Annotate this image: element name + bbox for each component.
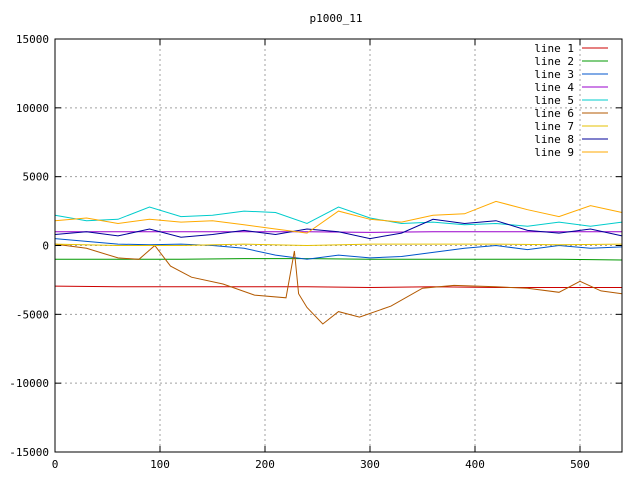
y-tick-label: -15000 [9,446,49,459]
tick-layer: 0 100 200 300 400 500 -15000 -10000 -5000 0 5000 10… [9,33,622,471]
legend-label: line 3 [534,68,574,81]
series-line-1 [54,285,622,289]
legend-label: line 4 [534,81,574,94]
y-tick-label: -5000 [16,308,49,321]
y-tick-label: 10000 [16,102,49,115]
y-tick-label: 0 [42,240,49,253]
y-tick-label: -10000 [9,377,49,390]
series-line-3 [54,238,623,260]
series-line-9 [54,200,623,234]
x-tick-label: 200 [255,458,275,471]
legend-label: line 9 [534,146,574,159]
chart-title: p1000_11 [310,12,363,25]
series-line-8 [54,218,623,240]
series-line-2 [55,258,623,261]
y-tick-label: 5000 [23,171,50,184]
legend-label: line 2 [534,55,574,68]
x-tick-label: 500 [570,458,590,471]
y-tick-label: 15000 [16,33,49,46]
x-tick-label: 100 [150,458,170,471]
x-tick-label: 300 [360,458,380,471]
series-layer [54,200,623,325]
x-tick-label: 400 [465,458,485,471]
legend-label: line 8 [534,133,574,146]
series-line-5 [54,206,623,227]
legend-label: line 5 [534,94,574,107]
x-tick-label: 0 [52,458,59,471]
legend-label: line 1 [534,42,574,55]
legend-label: line 7 [534,120,574,133]
legend-label: line 6 [534,107,574,120]
series-line-7 [54,243,623,247]
